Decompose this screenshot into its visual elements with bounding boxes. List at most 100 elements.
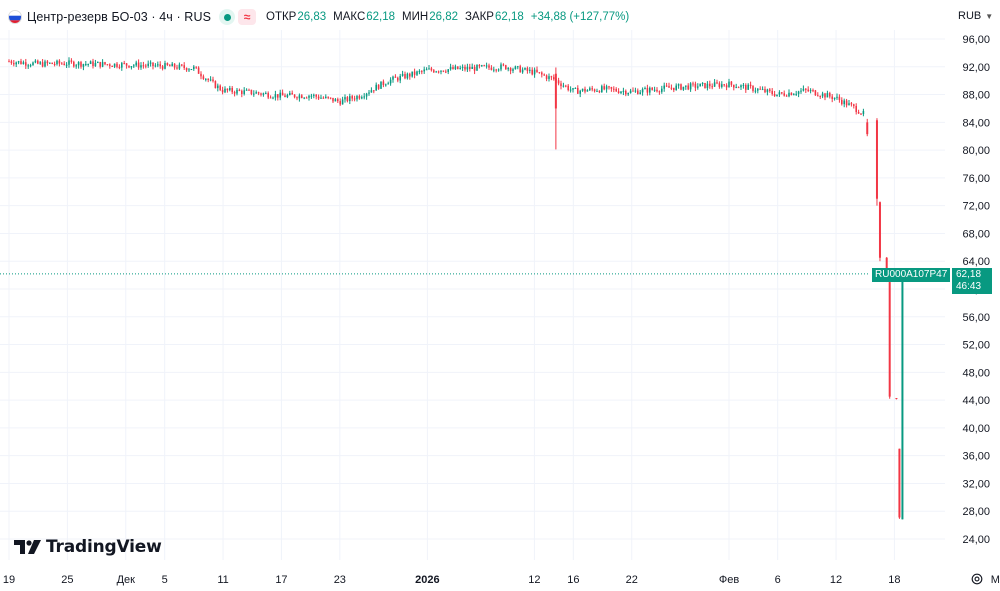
candle-body bbox=[32, 62, 34, 66]
candle-body bbox=[560, 83, 562, 87]
candle-body bbox=[826, 93, 829, 98]
candle-body bbox=[814, 90, 817, 96]
candle-body bbox=[488, 65, 490, 68]
candle-body bbox=[322, 97, 325, 99]
candle-body bbox=[737, 87, 740, 89]
candle-body bbox=[135, 62, 137, 66]
candle-body bbox=[56, 60, 58, 65]
y-tick-label: 92,00 bbox=[962, 62, 990, 74]
candle-body bbox=[291, 92, 293, 95]
candle-body bbox=[502, 64, 505, 66]
candle-body bbox=[375, 84, 377, 91]
candle-body bbox=[819, 96, 821, 98]
candle-body bbox=[409, 73, 411, 77]
bar-countdown: 46:43 bbox=[956, 281, 982, 292]
y-tick-label: 76,00 bbox=[962, 173, 990, 185]
candle-body bbox=[716, 82, 718, 84]
candle-body bbox=[305, 97, 308, 99]
candle-body bbox=[185, 67, 188, 71]
currency-selector[interactable]: RUB ▼ bbox=[958, 10, 993, 22]
market-open-icon[interactable] bbox=[219, 9, 236, 25]
y-tick-label: 56,00 bbox=[962, 312, 990, 324]
candle-body bbox=[29, 65, 32, 67]
candle-body bbox=[17, 61, 20, 63]
candle-body bbox=[274, 94, 277, 98]
candle-body bbox=[255, 92, 257, 94]
candle-body bbox=[747, 84, 749, 90]
candle-body bbox=[759, 88, 761, 90]
candle-body bbox=[341, 99, 344, 105]
candle-body bbox=[411, 71, 413, 77]
candle-body bbox=[25, 62, 27, 66]
candle-body bbox=[509, 67, 512, 71]
candle-body bbox=[10, 61, 13, 64]
candle-body bbox=[327, 96, 329, 98]
candle-body bbox=[706, 83, 709, 89]
candle-body bbox=[63, 63, 65, 66]
candle-body bbox=[147, 63, 149, 66]
candle-body bbox=[878, 202, 881, 258]
candle-body bbox=[661, 88, 663, 92]
symbol-price-label: RU000A107P47 bbox=[872, 268, 950, 282]
candle-body bbox=[601, 86, 603, 93]
candle-body bbox=[457, 66, 459, 70]
candle-body bbox=[380, 81, 382, 89]
symbol-title[interactable]: Центр-резерв БО-03 · 4ч · RUS bbox=[27, 10, 212, 24]
high-value: 62,18 bbox=[366, 11, 396, 23]
candle-body bbox=[243, 90, 245, 94]
candle-body bbox=[554, 73, 557, 109]
candle-body bbox=[397, 77, 399, 81]
candle-body bbox=[733, 84, 735, 88]
candle-body bbox=[711, 86, 713, 88]
candle-body bbox=[797, 91, 800, 94]
tradingview-logo[interactable]: TradingView bbox=[14, 537, 162, 557]
candle-body bbox=[133, 65, 135, 67]
candle-body bbox=[622, 90, 625, 92]
candle-body bbox=[625, 90, 627, 95]
candle-body bbox=[577, 87, 579, 94]
candle-body bbox=[85, 64, 87, 66]
candle-body bbox=[137, 62, 140, 68]
candle-body bbox=[281, 92, 284, 96]
candle-body bbox=[617, 91, 620, 94]
candle-body bbox=[334, 99, 337, 102]
gear-icon[interactable] bbox=[970, 572, 984, 586]
candle-body bbox=[404, 73, 406, 79]
candle-body bbox=[377, 84, 380, 89]
candle-body bbox=[104, 62, 106, 65]
candle-body bbox=[389, 79, 392, 84]
candle-body bbox=[805, 88, 807, 90]
candle-body bbox=[435, 71, 437, 73]
candle-body bbox=[665, 85, 668, 87]
time-axis[interactable]: 19 25 Дек 5 11 17 23 2026 12 16 22 Фев 6 12 18 Мар bbox=[3, 574, 1000, 586]
candle-body bbox=[680, 84, 682, 90]
candle-body bbox=[337, 99, 339, 102]
x-tick-label: 18 bbox=[888, 574, 900, 586]
candle-body bbox=[841, 99, 843, 105]
x-tick-label: 2026 bbox=[415, 574, 439, 586]
candle-body bbox=[538, 72, 541, 74]
candle-body bbox=[202, 76, 205, 79]
candle-body bbox=[795, 93, 797, 95]
candle-body bbox=[761, 89, 764, 91]
x-tick-label: 12 bbox=[830, 574, 842, 586]
candle-body bbox=[241, 90, 243, 94]
candle-body bbox=[207, 78, 209, 80]
candle-body bbox=[543, 74, 545, 76]
candle-body bbox=[829, 93, 831, 97]
candle-body bbox=[394, 76, 397, 78]
y-tick-label: 84,00 bbox=[962, 117, 990, 129]
candle-body bbox=[121, 63, 123, 68]
candle-body bbox=[233, 92, 236, 94]
candle-body bbox=[41, 62, 44, 67]
candle-body bbox=[836, 96, 838, 98]
candle-body bbox=[373, 90, 375, 92]
y-tick-label: 64,00 bbox=[962, 256, 990, 268]
candle-body bbox=[608, 86, 610, 88]
candle-body bbox=[442, 70, 445, 72]
candle-body bbox=[500, 64, 502, 70]
x-tick-label: 6 bbox=[775, 574, 781, 586]
delayed-data-badge[interactable]: ≈ bbox=[238, 9, 257, 25]
candle-body bbox=[598, 90, 601, 93]
